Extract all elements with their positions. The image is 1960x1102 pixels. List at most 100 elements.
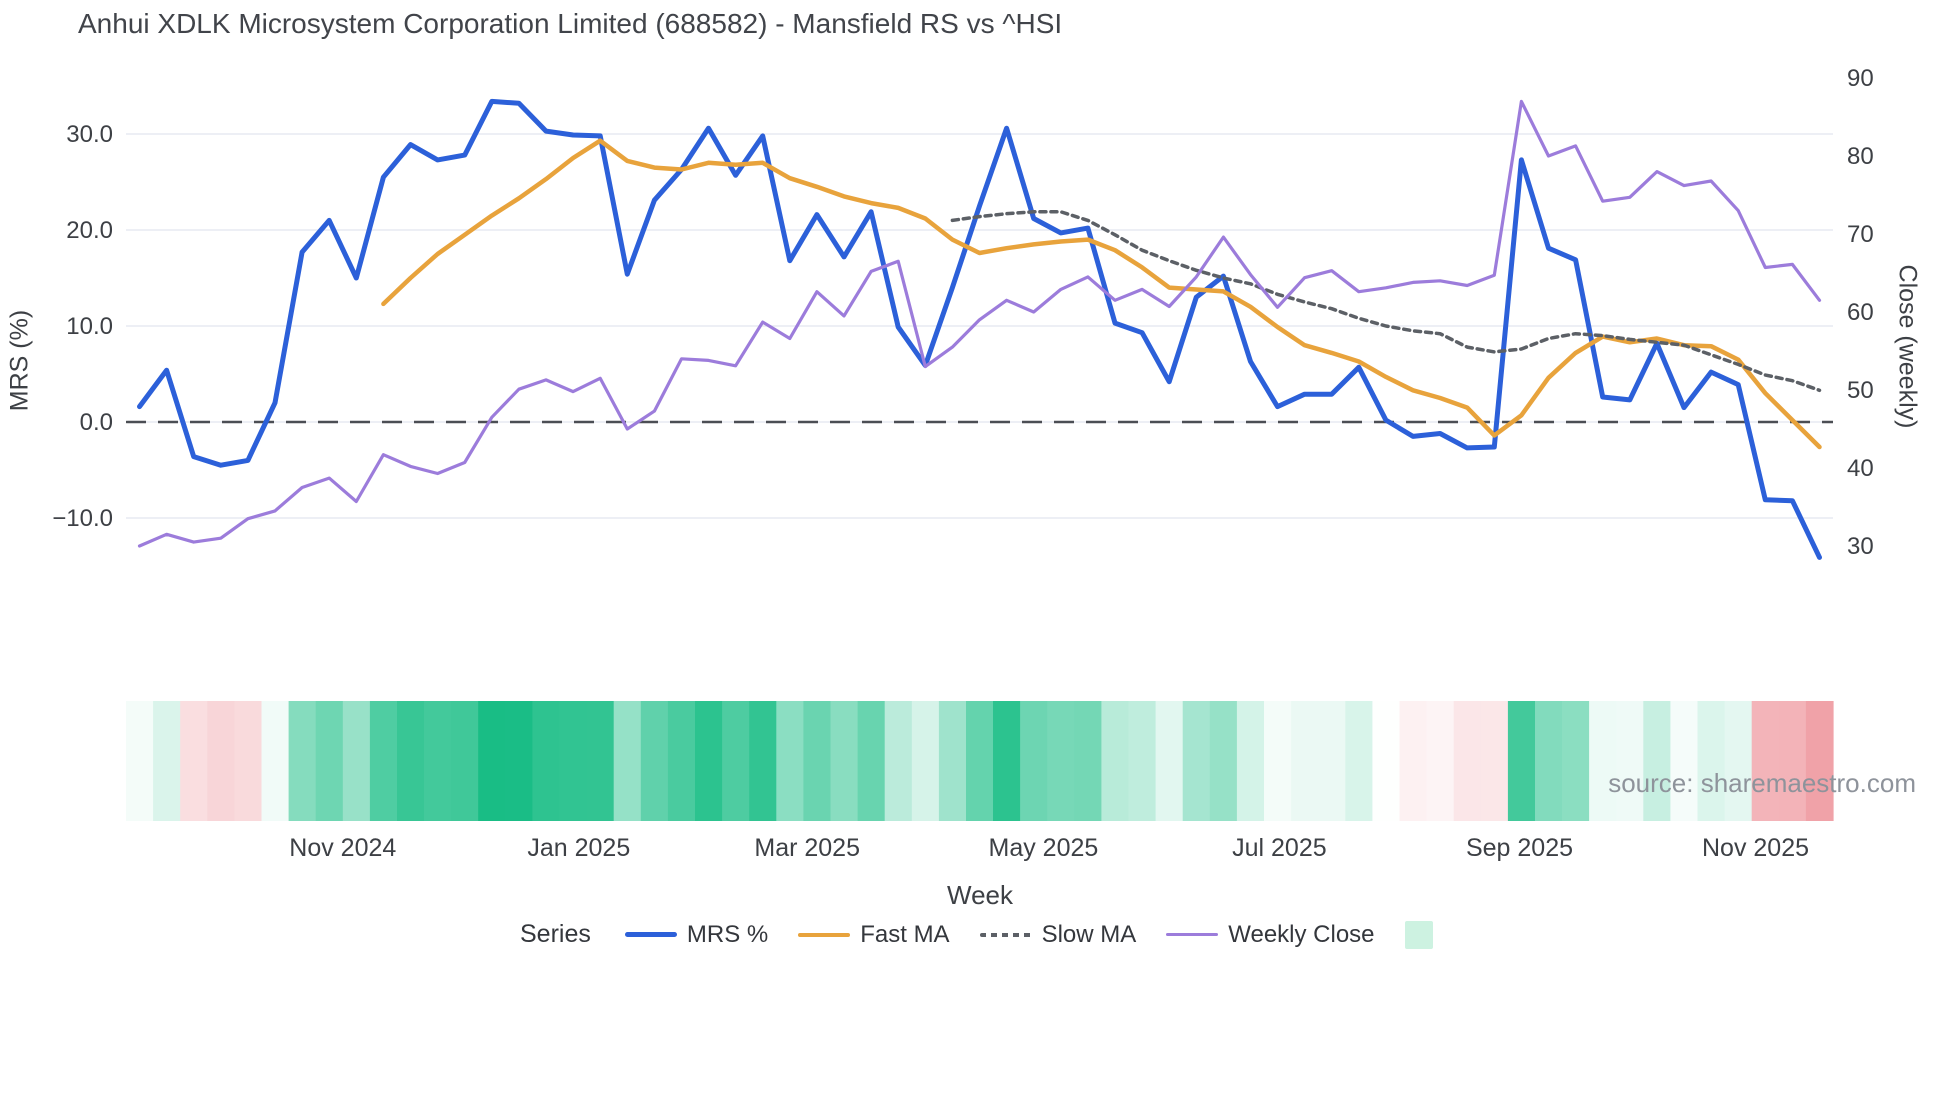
heatmap-cell	[505, 701, 533, 821]
heatmap-cell	[857, 701, 886, 821]
heatmap-cell	[559, 701, 588, 821]
y-right-tick-label: 70	[1847, 221, 1874, 248]
heatmap-cell	[1751, 701, 1780, 821]
heatmap-cell	[1345, 701, 1373, 821]
heatmap-cell	[1724, 701, 1753, 821]
legend-item-label: Slow MA	[1041, 920, 1137, 948]
heatmap-cell	[884, 701, 913, 821]
heatmap-cell	[180, 701, 208, 821]
heatmap-cell	[1182, 701, 1211, 821]
heatmap-cell	[207, 701, 235, 821]
heatmap-cell	[640, 701, 669, 821]
legend-title: Series	[520, 920, 591, 948]
heatmap-cell	[1264, 701, 1292, 821]
line-swatch-icon	[624, 932, 677, 937]
y-right-tick-label: 30	[1847, 533, 1874, 560]
heatmap-cell	[1236, 701, 1265, 821]
x-tick-label: Nov 2025	[1702, 834, 1809, 862]
heatmap-cell	[397, 701, 425, 821]
legend-item-heatmap	[1404, 920, 1433, 949]
heatmap-cell	[1697, 701, 1726, 821]
heatmap-cell	[1805, 701, 1834, 821]
legend: Series MRS % Fast MA Slow MA Weekly Close	[520, 920, 1433, 949]
legend-item-slow-ma: Slow MA	[979, 920, 1137, 949]
heatmap-cell	[830, 701, 859, 821]
heatmap-cell	[695, 701, 723, 821]
legend-item-fast-ma: Fast MA	[798, 920, 950, 949]
heatmap-cell	[1209, 701, 1238, 821]
x-axis-title: Week	[947, 880, 1013, 910]
legend-item-label: Fast MA	[860, 920, 950, 948]
heatmap-cell	[1399, 701, 1428, 821]
y-axis-left-title: MRS (%)	[5, 309, 34, 412]
heatmap-cell	[1453, 701, 1482, 821]
x-tick-label: Jul 2025	[1232, 834, 1327, 862]
heatmap-cell	[1616, 701, 1644, 821]
heatmap-cell	[1778, 701, 1807, 821]
heatmap-cell	[424, 701, 452, 821]
heatmap-cell	[153, 701, 181, 821]
y-right-tick-label: 80	[1847, 143, 1874, 170]
heatmap-strip	[126, 701, 1834, 821]
weekly-close-line	[137, 99, 1822, 548]
heatmap-cell	[993, 701, 1021, 821]
slow-ma-line	[950, 210, 1822, 393]
y-axis-left-ticks: 30.0 20.0 10.0 0.0 −10.0	[52, 121, 113, 532]
x-tick-label: Mar 2025	[754, 834, 860, 862]
heatmap-cell	[1020, 701, 1048, 821]
heatmap-cell	[586, 701, 615, 821]
heatmap-cell	[1480, 701, 1509, 821]
heatmap-cell	[234, 701, 263, 821]
legend-item-label: Weekly Close	[1228, 920, 1375, 948]
x-tick-label: May 2025	[989, 834, 1099, 862]
line-swatch-icon	[798, 932, 851, 937]
chart-title: Anhui XDLK Microsystem Corporation Limit…	[78, 8, 1063, 39]
line-swatch-icon	[1166, 933, 1219, 936]
y-left-tick-label: 0.0	[80, 409, 113, 436]
heatmap-cell	[478, 701, 506, 821]
series-lines	[137, 98, 1822, 560]
heatmap-cell	[261, 701, 290, 821]
heatmap-cell	[315, 701, 344, 821]
legend-item-mrs-: MRS %	[624, 920, 769, 949]
dotted-line-swatch-icon	[979, 932, 1032, 937]
heatmap-cell	[1535, 701, 1563, 821]
y-axis-right-title: Close (weekly)	[1893, 264, 1922, 429]
y-right-tick-label: 40	[1847, 455, 1874, 482]
heatmap-cell	[911, 701, 940, 821]
heatmap-cell	[1670, 701, 1699, 821]
y-axis-right-ticks: 90 80 70 60 50 40 30	[1847, 65, 1874, 560]
y-right-tick-label: 90	[1847, 65, 1874, 92]
y-left-tick-label: 20.0	[66, 217, 113, 244]
y-left-tick-label: 10.0	[66, 313, 113, 340]
x-axis-ticks: Nov 2024 Jan 2025 Mar 2025 May 2025 Jul 2025…	[289, 834, 1809, 862]
heatmap-cell	[1128, 701, 1157, 821]
y-right-tick-label: 50	[1847, 377, 1874, 404]
x-tick-label: Nov 2024	[289, 834, 396, 862]
legend-item-weekly-close: Weekly Close	[1166, 920, 1375, 949]
x-tick-label: Sep 2025	[1466, 834, 1573, 862]
heatmap-cell	[1426, 701, 1455, 821]
heatmap-cell	[613, 701, 642, 821]
heatmap-cell	[667, 701, 696, 821]
heatmap-cell	[803, 701, 832, 821]
heatmap-cell	[451, 701, 479, 821]
fast-ma-line	[381, 138, 1822, 450]
heatmap-cell	[532, 701, 561, 821]
heatmap-cell	[288, 701, 317, 821]
heatmap-cell	[1291, 701, 1319, 821]
heatmap-cell	[938, 701, 967, 821]
heatmap-cell	[1507, 701, 1536, 821]
source-attribution: source: sharemaestro.com	[1608, 768, 1916, 798]
x-tick-label: Jan 2025	[527, 834, 630, 862]
heatmap-cell	[126, 701, 154, 821]
heatmap-cell	[369, 701, 398, 821]
heatmap-cell	[1318, 701, 1346, 821]
heatmap-cell	[1562, 701, 1590, 821]
mrs--line	[137, 98, 1822, 560]
heatmap-cell	[966, 701, 994, 821]
y-right-tick-label: 60	[1847, 299, 1874, 326]
heatmap-cell	[1074, 701, 1102, 821]
legend-item-label: MRS %	[686, 920, 769, 948]
